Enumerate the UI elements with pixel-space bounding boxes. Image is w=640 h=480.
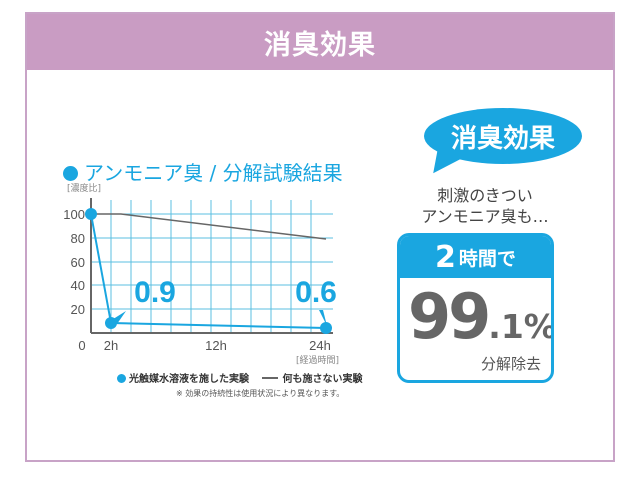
svg-text:80: 80: [71, 231, 85, 246]
result-value: 99.1%: [408, 280, 554, 353]
subtitle: 刺激のきつい アンモニア臭も…: [421, 186, 549, 226]
svg-text:0: 0: [78, 338, 85, 353]
svg-text:24h: 24h: [309, 338, 331, 353]
svg-text:0.9: 0.9: [134, 276, 176, 309]
bullet-dot-icon: [63, 166, 78, 181]
svg-text:12h: 12h: [205, 338, 227, 353]
svg-text:20: 20: [71, 302, 85, 317]
result-card: 2 時間で 99.1% 分解除去: [397, 233, 554, 383]
result-caption: 分解除去: [480, 355, 541, 373]
x-axis-unit: [経過時間]: [296, 356, 340, 366]
chart-legend: 光触媒水溶液を施した実験 何も施さない実験: [117, 370, 362, 385]
svg-text:60: 60: [71, 255, 85, 270]
legend-dot-icon: [117, 374, 126, 383]
chart-title: アンモニア臭 / 分解試験結果: [63, 157, 343, 186]
svg-text:0.6: 0.6: [295, 276, 337, 309]
result-card-header: 2 時間で: [400, 236, 551, 278]
page-title: 消臭効果: [264, 29, 376, 61]
grid: [91, 200, 333, 333]
speech-bubble: 消臭効果: [424, 108, 582, 184]
svg-text:100: 100: [63, 207, 85, 222]
header-band: 消臭効果: [27, 14, 613, 70]
series-control-line: [91, 213, 327, 240]
svg-text:40: 40: [71, 278, 85, 293]
legend-line-icon: [262, 377, 279, 379]
footnote: ※ 効果の持続性は使用状況により異なります。: [176, 389, 345, 398]
y-axis-unit: [濃度比]: [67, 184, 102, 194]
svg-text:2h: 2h: [104, 338, 118, 353]
